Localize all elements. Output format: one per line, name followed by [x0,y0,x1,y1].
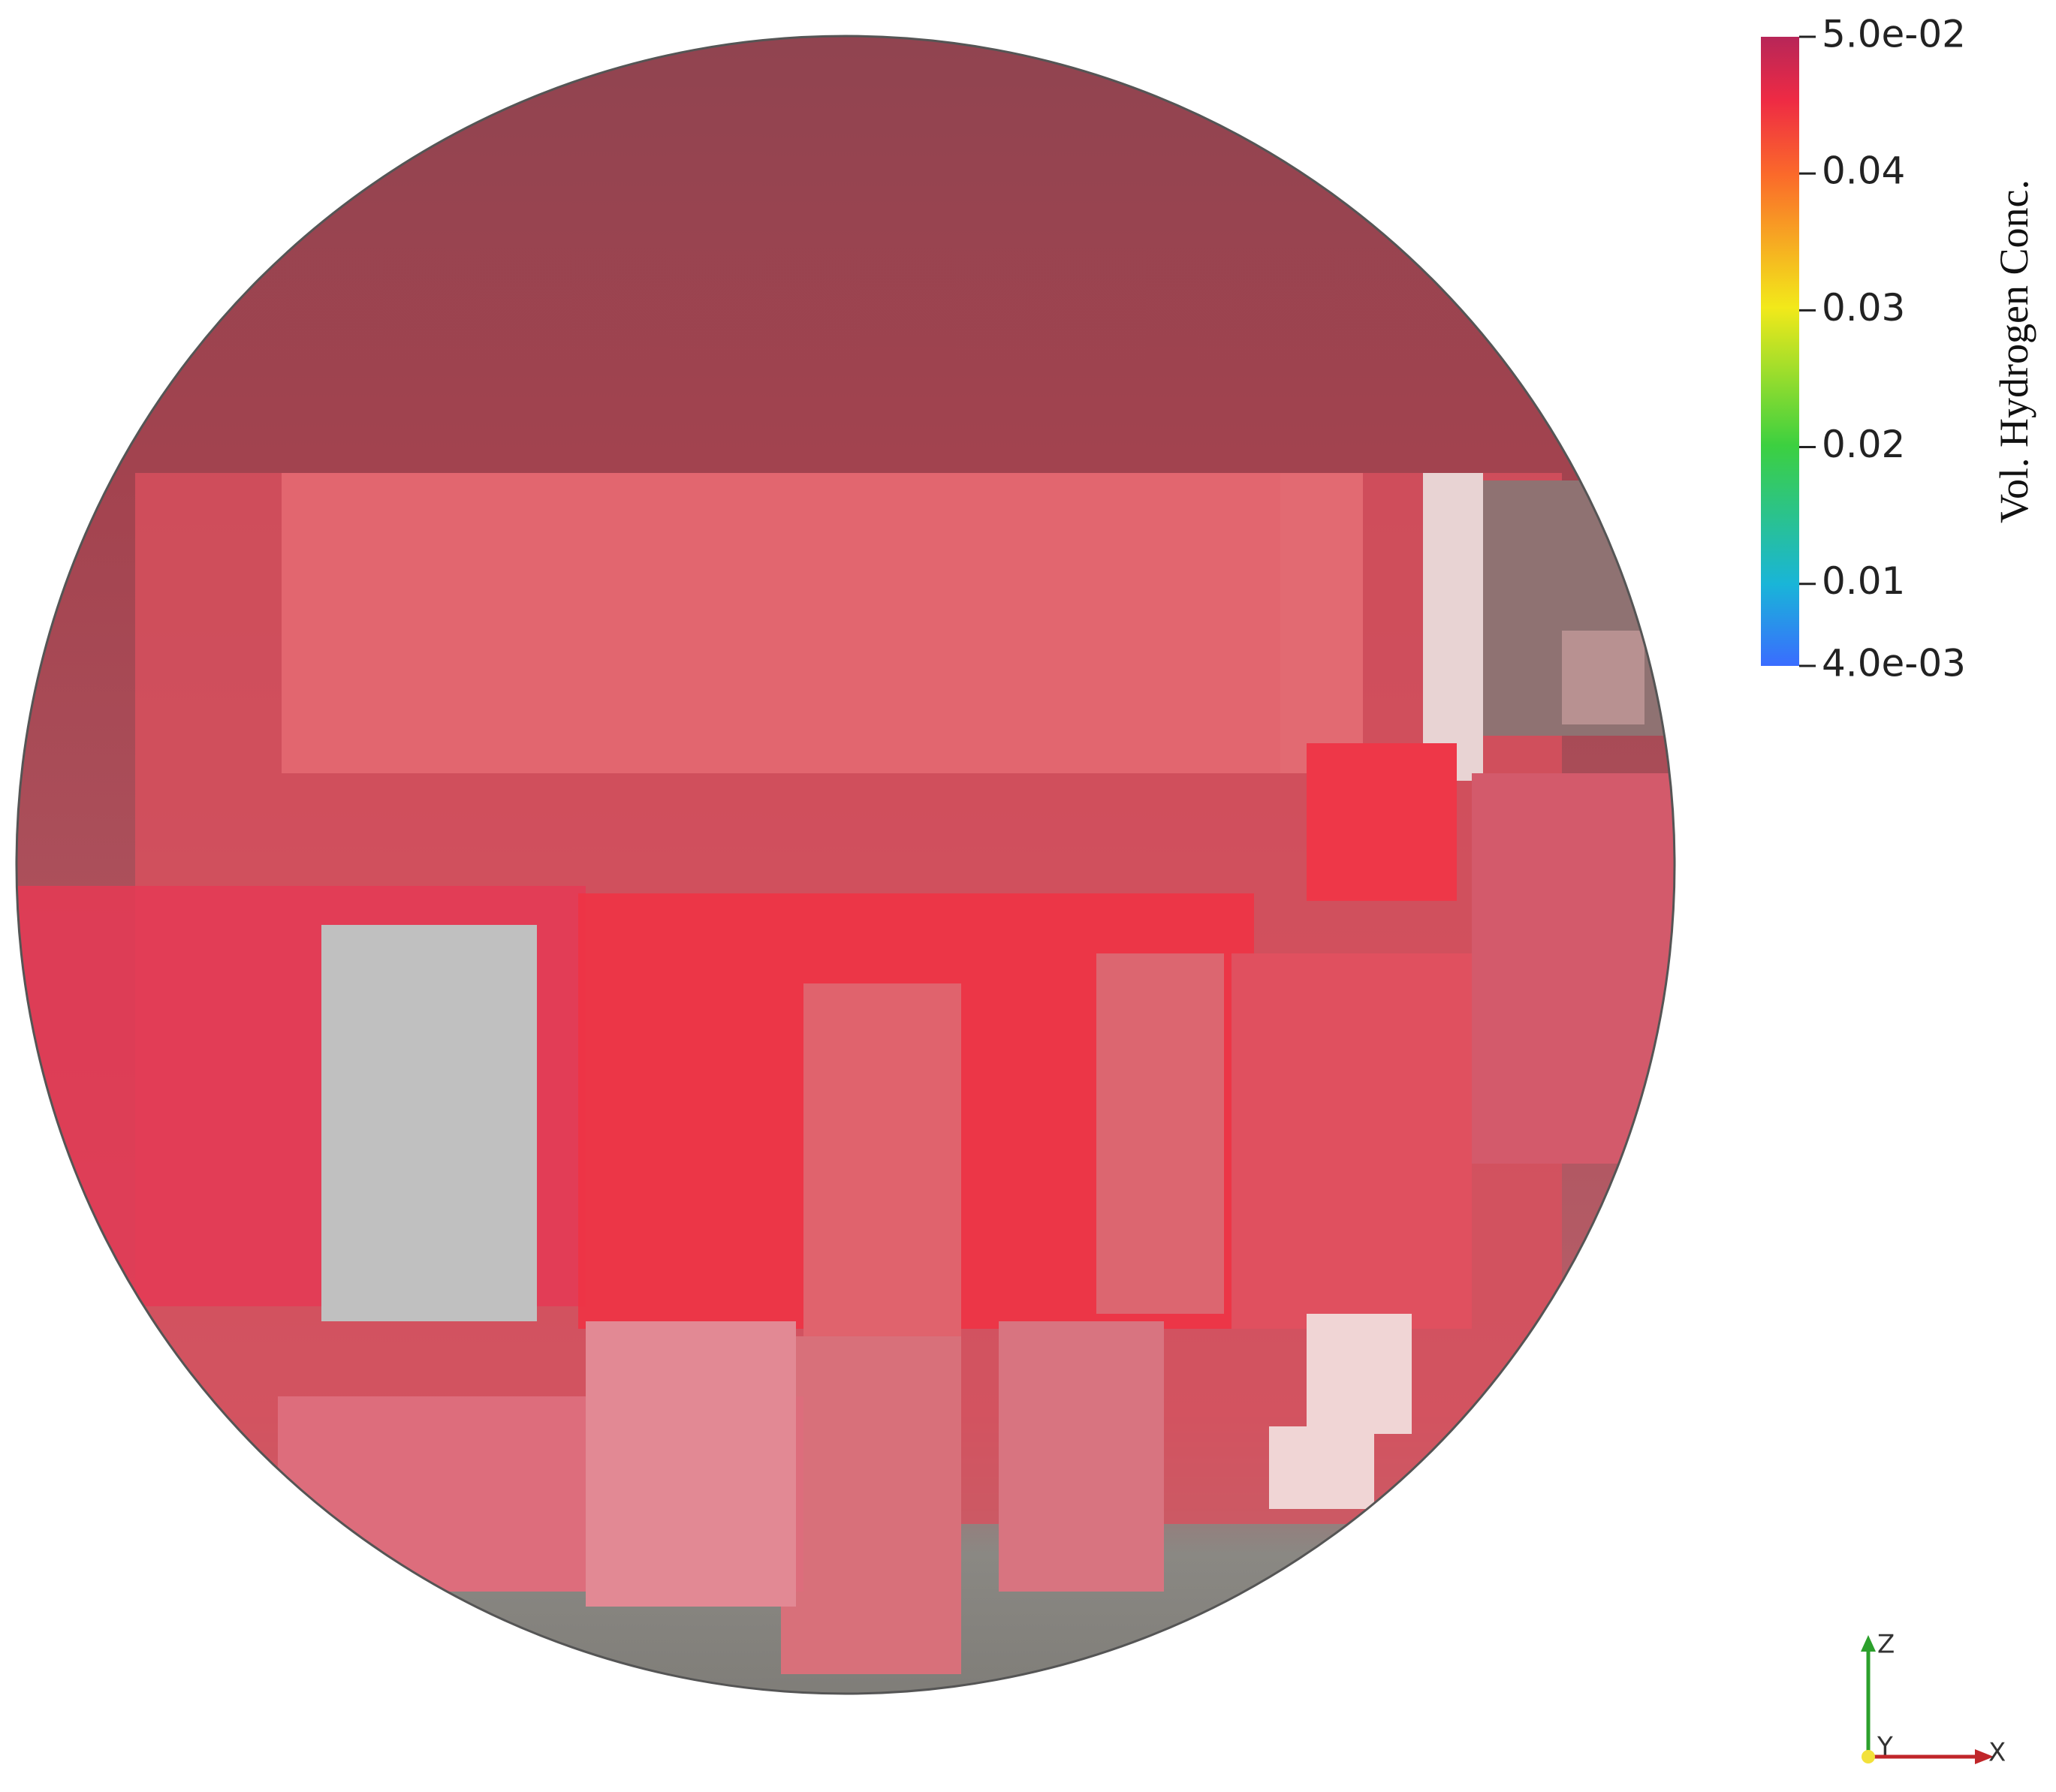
column [1280,473,1363,773]
block [999,1321,1164,1592]
cylinder [781,1336,961,1674]
vessel [282,473,1280,773]
grid-column [1423,473,1483,781]
colorbar: Vol. Hydrogen Conc. 5.0e-02 0.04 0.03 0.02 0… [1761,13,2036,685]
tick-label: 5.0e-02 [1822,13,1966,56]
colorbar-gradient [1761,37,1799,666]
block [1562,631,1644,724]
y-axis [1862,1750,1875,1763]
y-label: Y [1877,1732,1893,1762]
room [1231,953,1472,1329]
x-label: X [1988,1738,2006,1768]
tick-label: 0.04 [1822,149,1905,193]
domain-outline [15,35,1676,1695]
z-label: Z [1877,1630,1895,1660]
tick-label: 0.02 [1822,423,1905,466]
block [1472,773,1675,1164]
pillar [1096,953,1224,1314]
domain [17,36,1675,1694]
grid-block [1307,1314,1412,1434]
block [586,1321,796,1607]
hot-spot [1307,743,1457,901]
gray-block [321,925,537,1321]
x-arrow [1975,1749,1994,1764]
orientation-axes: Z Y X [1861,1630,2006,1768]
colorbar-title: Vol. Hydrogen Conc. [1991,179,2036,523]
tick-label: 0.03 [1822,286,1905,330]
tick-label: 4.0e-03 [1822,642,1966,685]
grid-block [1269,1426,1374,1509]
z-arrow [1861,1635,1876,1652]
tick-label: 0.01 [1822,559,1905,603]
